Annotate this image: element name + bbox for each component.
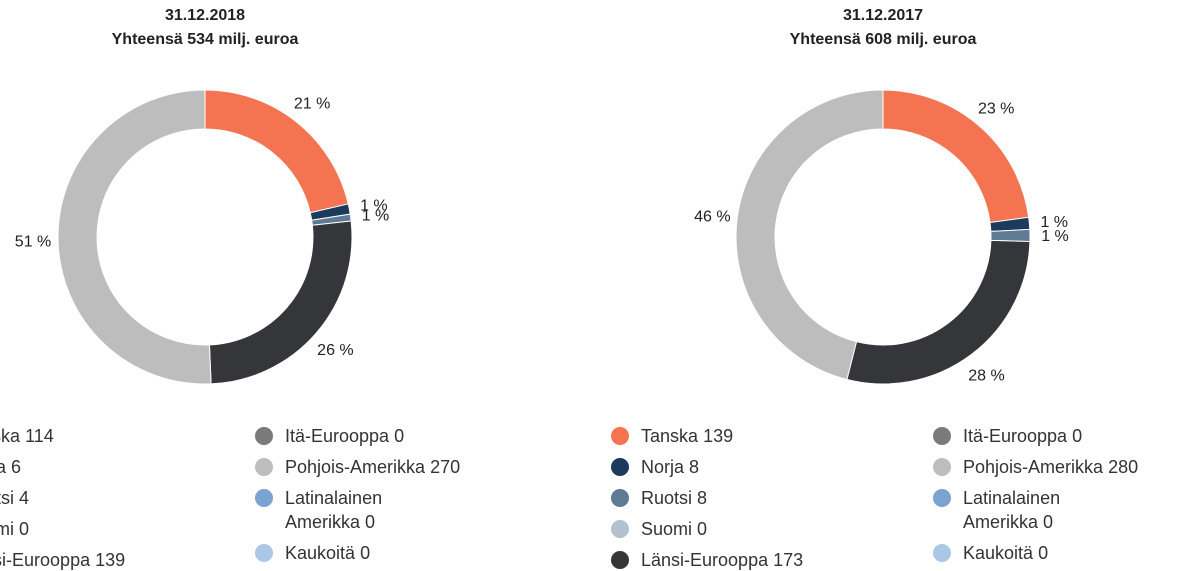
- legend-name-line: Latinalainen: [963, 488, 1065, 508]
- legend-swatch: [611, 520, 629, 538]
- legend-value: 0: [360, 543, 370, 563]
- legend-value: 0: [1072, 426, 1082, 446]
- legend-value: 173: [773, 550, 803, 570]
- legend-swatch: [611, 489, 629, 507]
- percentage-label: 1 %: [1040, 214, 1068, 231]
- legend-name: Kaukoitä: [285, 543, 356, 563]
- legend-swatch: [255, 427, 273, 445]
- legend-name-line: Amerikka: [285, 512, 361, 532]
- legend-label: Kaukoitä 0: [963, 543, 1048, 563]
- legend-label: Tanska 114: [0, 426, 54, 446]
- legend-swatch: [255, 458, 273, 476]
- legend-name: Pohjois-Amerikka: [963, 457, 1104, 477]
- legend-label: Suomi 0: [641, 519, 707, 539]
- legend-name: Länsi-Eurooppa: [641, 550, 769, 570]
- legend-swatch: [611, 551, 629, 569]
- legend-value: 6: [11, 457, 21, 477]
- legend-label: Latinalainen Amerikka 0: [285, 488, 387, 532]
- legend-label: Pohjois-Amerikka 280: [963, 457, 1138, 477]
- legend-name: Suomi: [641, 519, 692, 539]
- legend-label: Norja 8: [641, 457, 699, 477]
- legend-name: Ruotsi: [0, 488, 14, 508]
- percentage-label: 1 %: [362, 207, 390, 224]
- percentage-label: 28 %: [968, 367, 1004, 384]
- legend-name: Norja: [641, 457, 685, 477]
- legend-value: 0: [1038, 543, 1048, 563]
- legend-name: Ruotsi: [641, 488, 692, 508]
- legend-value: 114: [25, 426, 54, 446]
- legend-name: Länsi-Eurooppa: [0, 550, 91, 570]
- legend-value: 8: [689, 457, 699, 477]
- legend-value: 139: [703, 426, 733, 446]
- legend-name: Norja: [0, 457, 7, 477]
- legend-name: Pohjois-Amerikka: [285, 457, 426, 477]
- legend-value: 0: [1043, 512, 1053, 532]
- legend-value: 139: [95, 550, 125, 570]
- legend-name: Itä-Eurooppa: [963, 426, 1068, 446]
- legend-label: Pohjois-Amerikka 270: [285, 457, 460, 477]
- legend-swatch: [255, 489, 273, 507]
- donut-slice: [57, 89, 212, 385]
- legend-swatch: [933, 544, 951, 562]
- donut-slice: [208, 220, 353, 385]
- percentage-label: 46 %: [694, 209, 730, 226]
- legend-label: Suomi 0: [0, 519, 29, 539]
- legend-name-line: Latinalainen: [285, 488, 387, 508]
- legend-name: Suomi: [0, 519, 14, 539]
- legend-label: Latinalainen Amerikka 0: [963, 488, 1065, 532]
- legend-label: Itä-Eurooppa 0: [963, 426, 1082, 446]
- legend-name-line: Amerikka: [963, 512, 1039, 532]
- legend-value: 280: [1108, 457, 1138, 477]
- legend-value: 270: [430, 457, 460, 477]
- legend-swatch: [611, 427, 629, 445]
- percentage-label: 21 %: [294, 95, 330, 112]
- percentage-label: 23 %: [978, 100, 1014, 117]
- donut-slice: [990, 228, 1031, 243]
- chart-subtitle: Yhteensä 534 milj. euroa: [112, 31, 299, 48]
- donut-slice: [846, 239, 1031, 385]
- legend-label: Ruotsi 4: [0, 488, 29, 508]
- legend-swatch: [933, 458, 951, 476]
- percentage-label: 1 %: [360, 197, 388, 214]
- legend-label: Itä-Eurooppa 0: [285, 426, 404, 446]
- legend-swatch: [933, 489, 951, 507]
- legend-label: Ruotsi 8: [641, 488, 707, 508]
- legend-label: Länsi-Eurooppa 173: [641, 550, 803, 570]
- legend-swatch: [255, 544, 273, 562]
- legend-value: 0: [19, 519, 29, 539]
- percentage-label: 26 %: [317, 342, 353, 359]
- legend-name: Itä-Eurooppa: [285, 426, 390, 446]
- chart-title: 31.12.2018: [165, 7, 245, 24]
- legend-swatch: [611, 458, 629, 476]
- legend-value: 0: [697, 519, 707, 539]
- donut-slice: [735, 89, 884, 381]
- percentage-label: 51 %: [15, 234, 51, 251]
- legend-name: Latinalainen Amerikka: [285, 488, 387, 532]
- legend-name: Tanska: [641, 426, 699, 446]
- legend-name: Tanska: [0, 426, 21, 446]
- legend-value: 4: [19, 488, 29, 508]
- legend-name: Latinalainen Amerikka: [963, 488, 1065, 532]
- chart-subtitle: Yhteensä 608 milj. euroa: [790, 31, 977, 48]
- legend-label: Länsi-Eurooppa 139: [0, 550, 125, 570]
- legend-label: Tanska 139: [641, 426, 733, 446]
- legend-swatch: [933, 427, 951, 445]
- legend-value: 0: [394, 426, 404, 446]
- legend-name: Kaukoitä: [963, 543, 1034, 563]
- legend-label: Kaukoitä 0: [285, 543, 370, 563]
- percentage-label: 1 %: [1041, 228, 1069, 245]
- legend-label: Norja 6: [0, 457, 21, 477]
- legend-value: 0: [365, 512, 375, 532]
- legend-value: 8: [697, 488, 707, 508]
- chart-title: 31.12.2017: [843, 7, 923, 24]
